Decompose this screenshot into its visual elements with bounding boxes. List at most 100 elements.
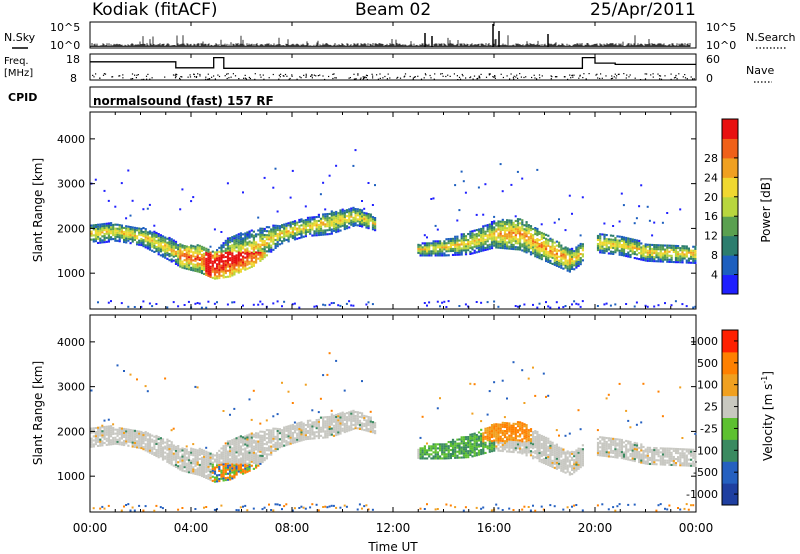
data-cell — [558, 241, 561, 244]
data-cell — [200, 448, 204, 451]
nave-point — [232, 73, 234, 75]
data-cell — [423, 302, 426, 304]
data-cell — [521, 227, 524, 230]
data-cell — [326, 430, 329, 433]
data-cell — [261, 233, 264, 236]
nave-point — [151, 77, 153, 79]
data-cell — [538, 230, 541, 233]
data-cell — [237, 249, 240, 252]
data-cell — [614, 241, 617, 244]
data-cell — [222, 453, 225, 456]
data-cell — [542, 240, 545, 243]
data-cell — [127, 239, 130, 242]
data-cell — [291, 226, 294, 229]
data-cell — [276, 224, 279, 227]
data-cell — [514, 236, 517, 239]
data-cell — [296, 436, 299, 439]
data-cell — [296, 237, 299, 240]
data-cell — [568, 268, 571, 271]
data-cell — [177, 254, 180, 257]
data-cell — [309, 433, 312, 436]
data-cell — [638, 205, 641, 208]
velocity-heatmap — [90, 352, 697, 512]
data-cell — [467, 239, 470, 242]
data-cell — [339, 430, 342, 433]
data-cell — [581, 196, 584, 199]
data-cell — [564, 256, 567, 259]
data-cell — [354, 216, 357, 219]
nave-point — [506, 75, 508, 77]
data-cell — [192, 450, 195, 453]
data-cell — [426, 457, 429, 460]
data-cell — [153, 236, 156, 239]
data-cell — [499, 244, 502, 247]
data-cell — [369, 430, 372, 433]
data-cell — [313, 216, 316, 219]
data-cell — [341, 220, 344, 223]
data-cell — [451, 241, 455, 244]
data-cell — [136, 237, 139, 240]
data-cell — [317, 422, 320, 425]
data-cell — [101, 432, 104, 435]
data-cell — [248, 455, 251, 458]
data-cell — [166, 448, 169, 451]
data-cell — [218, 455, 221, 458]
data-cell — [469, 232, 472, 235]
data-cell — [529, 227, 533, 230]
data-cell — [328, 432, 331, 435]
data-cell — [211, 465, 214, 468]
data-cell — [123, 234, 126, 237]
data-cell — [179, 243, 182, 246]
data-cell — [441, 447, 444, 450]
data-cell — [540, 235, 543, 238]
data-cell — [423, 244, 426, 247]
data-cell — [224, 473, 227, 476]
data-cell — [490, 436, 494, 439]
data-cell — [361, 211, 364, 214]
data-cell — [192, 196, 195, 199]
data-cell — [261, 237, 264, 240]
data-cell — [677, 261, 680, 264]
data-cell — [648, 253, 652, 256]
data-cell — [170, 463, 173, 466]
data-cell — [462, 237, 465, 240]
data-cell — [220, 248, 223, 251]
data-cell — [482, 444, 485, 447]
data-cell — [335, 413, 338, 416]
data-cell — [510, 450, 513, 453]
data-cell — [183, 460, 186, 463]
data-cell — [523, 224, 526, 227]
data-cell — [575, 260, 578, 263]
data-cell — [633, 238, 636, 241]
data-cell — [571, 253, 574, 256]
data-cell — [209, 259, 212, 262]
data-cell — [298, 432, 301, 435]
data-cell — [490, 430, 494, 433]
data-cell — [207, 274, 210, 277]
data-cell — [216, 480, 219, 483]
data-cell — [183, 259, 186, 262]
data-cell — [155, 241, 158, 244]
data-cell — [419, 244, 422, 247]
data-cell — [627, 245, 630, 248]
data-cell — [246, 464, 249, 467]
data-cell — [540, 254, 543, 257]
data-cell — [209, 245, 212, 248]
data-cell — [687, 259, 690, 262]
data-cell — [133, 230, 136, 233]
data-cell — [107, 222, 110, 225]
data-cell — [242, 444, 245, 447]
data-cell — [304, 507, 307, 510]
data-cell — [633, 251, 636, 254]
data-cell — [159, 242, 162, 245]
data-cell — [441, 457, 444, 460]
data-cell — [239, 469, 242, 472]
data-cell — [317, 437, 320, 440]
data-cell — [525, 251, 528, 254]
data-cell — [90, 441, 93, 444]
data-cell — [545, 258, 548, 261]
data-cell — [125, 432, 128, 435]
data-cell — [222, 457, 225, 460]
data-cell — [144, 433, 147, 436]
data-cell — [499, 226, 502, 229]
